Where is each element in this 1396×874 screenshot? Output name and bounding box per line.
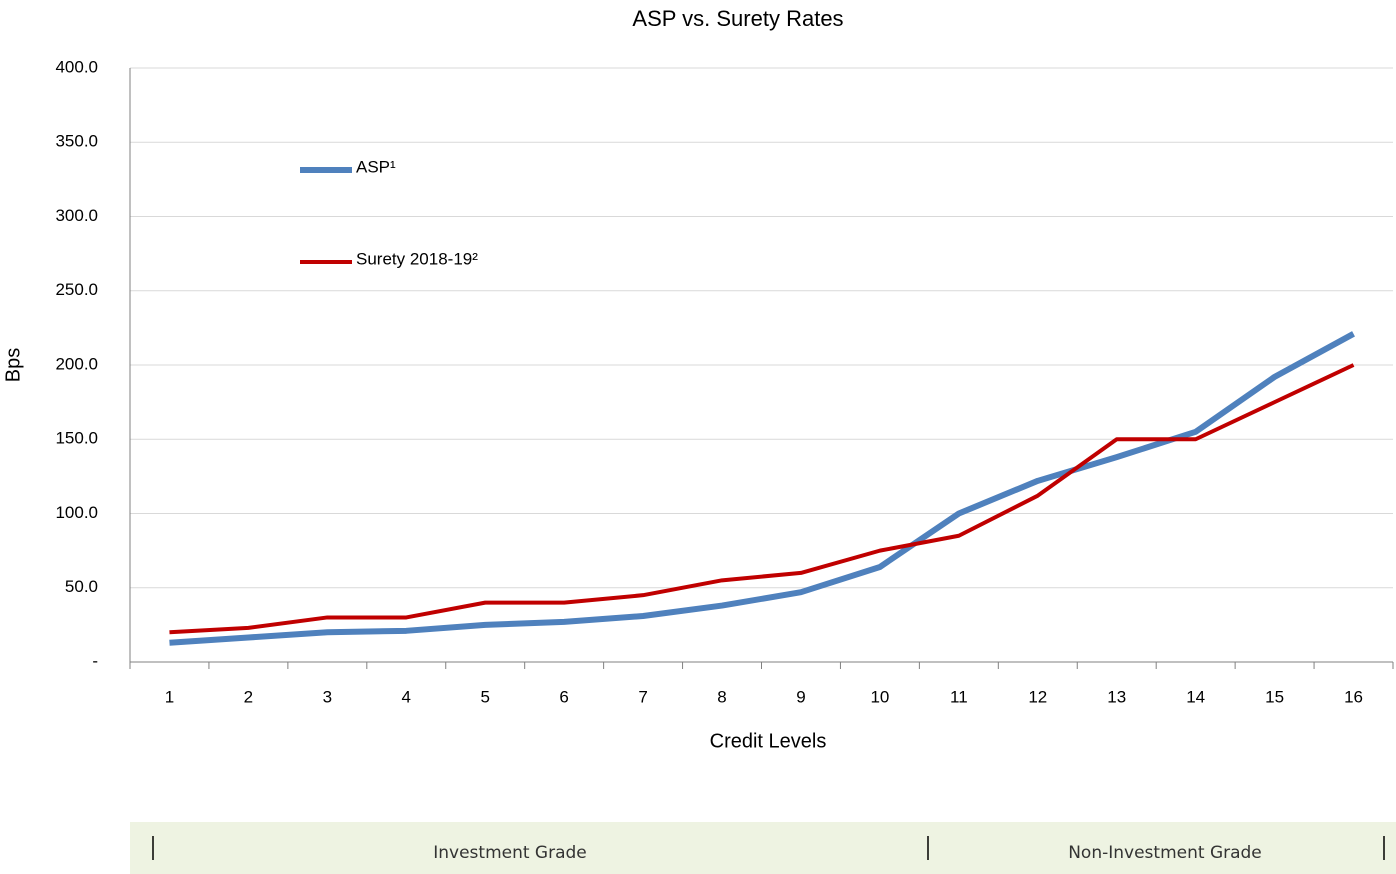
y-tick-label: - xyxy=(92,651,98,670)
y-tick-label: 400.0 xyxy=(55,57,98,76)
y-tick-label: 200.0 xyxy=(55,354,98,373)
y-axis-label: Bps xyxy=(2,348,24,382)
x-tick-label: 3 xyxy=(323,687,332,706)
band-label: Non-Investment Grade xyxy=(1068,843,1262,863)
x-axis-label: Credit Levels xyxy=(710,730,827,752)
x-tick-label: 2 xyxy=(244,687,253,706)
x-tick-label: 1 xyxy=(165,687,174,706)
x-tick-label: 16 xyxy=(1344,687,1363,706)
legend-label: ASP¹ xyxy=(356,157,396,176)
y-tick-label: 100.0 xyxy=(55,503,98,522)
x-tick-label: 5 xyxy=(480,687,489,706)
y-tick-label: 50.0 xyxy=(65,577,98,596)
x-tick-label: 13 xyxy=(1107,687,1126,706)
legend-label: Surety 2018-19² xyxy=(356,249,478,268)
series-line xyxy=(169,331,1355,646)
x-tick-label: 7 xyxy=(638,687,647,706)
chart-title: ASP vs. Surety Rates xyxy=(632,6,843,31)
x-tick-label: 9 xyxy=(796,687,805,706)
y-tick-label: 300.0 xyxy=(55,206,98,225)
x-tick-label: 10 xyxy=(870,687,889,706)
band-label: Investment Grade xyxy=(433,843,587,863)
x-tick-label: 15 xyxy=(1265,687,1284,706)
grade-band xyxy=(130,822,1396,874)
series-line xyxy=(169,363,1355,635)
x-tick-label: 8 xyxy=(717,687,726,706)
x-tick-label: 6 xyxy=(559,687,568,706)
y-tick-label: 150.0 xyxy=(55,429,98,448)
x-tick-label: 12 xyxy=(1028,687,1047,706)
y-tick-label: 250.0 xyxy=(55,280,98,299)
x-tick-label: 11 xyxy=(950,687,968,706)
x-tick-label: 14 xyxy=(1186,687,1205,706)
x-tick-label: 4 xyxy=(402,687,411,706)
y-tick-label: 350.0 xyxy=(55,132,98,151)
